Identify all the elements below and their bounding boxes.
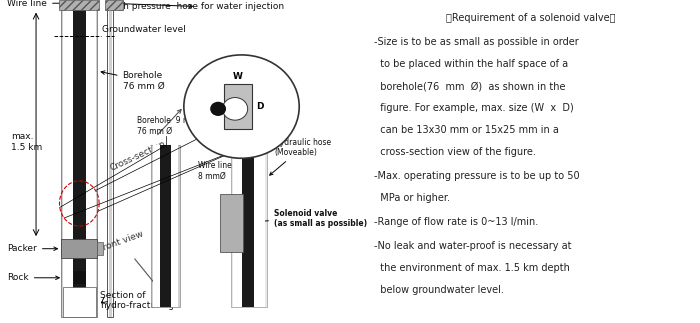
- Text: Section of
hydro-fracturing: Section of hydro-fracturing: [100, 291, 174, 310]
- Text: -Range of flow rate is 0~13 l/min.: -Range of flow rate is 0~13 l/min.: [374, 217, 538, 227]
- Text: the environment of max. 1.5 km depth: the environment of max. 1.5 km depth: [374, 263, 570, 273]
- Bar: [254, 145, 265, 307]
- Bar: [62, 239, 97, 258]
- Text: -Size is to be as small as possible in order: -Size is to be as small as possible in o…: [374, 37, 579, 47]
- Text: D: D: [256, 102, 263, 111]
- Bar: [62, 10, 97, 317]
- Text: Cross-section: Cross-section: [108, 109, 181, 173]
- Text: MPa or higher.: MPa or higher.: [374, 193, 450, 203]
- Bar: [63, 287, 95, 317]
- Bar: [63, 10, 73, 317]
- Text: Hydraulic hose
(Moveable): Hydraulic hose (Moveable): [270, 138, 331, 175]
- Bar: [74, 271, 86, 284]
- Text: to be placed within the half space of a: to be placed within the half space of a: [374, 59, 568, 69]
- Text: W: W: [233, 72, 243, 81]
- Text: cross-section view of the figure.: cross-section view of the figure.: [374, 147, 536, 157]
- Text: Wire line
8 mmØ: Wire line 8 mmØ: [198, 162, 232, 181]
- Text: Borehole  9 mmØ
76 mm Ø: Borehole 9 mmØ 76 mm Ø: [137, 116, 204, 136]
- Bar: [231, 145, 267, 307]
- Bar: [223, 84, 252, 129]
- Bar: [97, 242, 103, 255]
- Text: below groundwater level.: below groundwater level.: [374, 285, 504, 295]
- Circle shape: [210, 102, 226, 116]
- Text: -No leak and water-proof is necessary at: -No leak and water-proof is necessary at: [374, 241, 572, 251]
- Bar: [60, 0, 99, 10]
- Text: 〈Requirement of a solenoid valve〉: 〈Requirement of a solenoid valve〉: [445, 13, 615, 23]
- Text: Wire line: Wire line: [7, 0, 71, 8]
- Text: max.
1.5 km: max. 1.5 km: [10, 132, 42, 152]
- Bar: [104, 0, 122, 10]
- Text: Borehole
76 mm Ø: Borehole 76 mm Ø: [101, 71, 164, 90]
- Text: figure. For example, max. size (W  x  D): figure. For example, max. size (W x D): [374, 103, 574, 113]
- Bar: [108, 10, 112, 317]
- Bar: [86, 10, 95, 317]
- Bar: [107, 10, 113, 317]
- Text: Rock: Rock: [7, 273, 60, 282]
- Text: Packer: Packer: [7, 244, 57, 253]
- Circle shape: [223, 98, 248, 120]
- Text: -Max. operating pressure is to be up to 50: -Max. operating pressure is to be up to …: [374, 171, 580, 181]
- Text: Solenoid valve
(as small as possible): Solenoid valve (as small as possible): [228, 209, 367, 228]
- Text: Groundwater level: Groundwater level: [102, 25, 186, 34]
- Text: Front view: Front view: [97, 230, 163, 294]
- Bar: [151, 145, 181, 307]
- Bar: [153, 145, 160, 307]
- Text: can be 13x30 mm or 15x25 mm in a: can be 13x30 mm or 15x25 mm in a: [374, 125, 559, 135]
- Circle shape: [184, 55, 299, 158]
- Bar: [220, 194, 244, 252]
- Text: borehole(76  mm  Ø)  as shown in the: borehole(76 mm Ø) as shown in the: [374, 81, 566, 91]
- Text: High pressure  hose for water injection: High pressure hose for water injection: [108, 2, 284, 11]
- Bar: [232, 145, 241, 307]
- Bar: [241, 145, 254, 307]
- Bar: [73, 10, 86, 317]
- Bar: [172, 145, 178, 307]
- Bar: [160, 145, 172, 307]
